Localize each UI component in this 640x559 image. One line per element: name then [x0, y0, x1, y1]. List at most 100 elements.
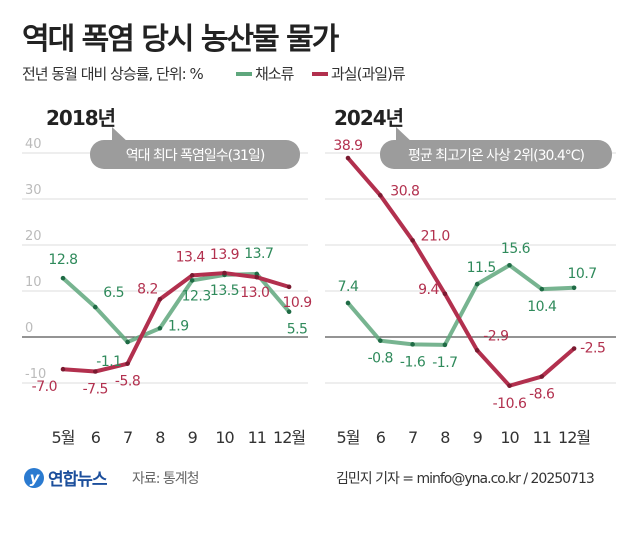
x-tick-label: 11 [533, 428, 551, 447]
data-point [60, 366, 66, 372]
data-point [157, 296, 163, 302]
yonhap-logo: y 연합뉴스 [24, 465, 108, 490]
data-label: 12.3 [182, 288, 211, 304]
y-tick-label: 20 [25, 229, 42, 244]
data-point [378, 338, 383, 343]
data-point [507, 383, 512, 389]
data-label: -7.0 [32, 379, 57, 395]
data-point [93, 369, 98, 374]
data-point [345, 155, 351, 161]
data-point [474, 348, 480, 353]
x-tick-label: 5월 [337, 428, 360, 447]
series-line-fruits [62, 271, 290, 374]
x-tick-label: 6 [376, 428, 386, 447]
data-point [157, 325, 163, 331]
x-tick-label: 12월 [273, 428, 305, 447]
data-label: 6.5 [103, 285, 124, 301]
data-label: 13.7 [244, 246, 273, 262]
data-label: -7.5 [83, 382, 108, 398]
data-label: 13.4 [176, 249, 206, 265]
source: 자료: 통계청 [132, 471, 200, 487]
data-label: 10.9 [283, 295, 312, 311]
data-label: 10.4 [527, 299, 557, 315]
legend-swatch-red [312, 71, 328, 76]
x-tick-label: 12월 [558, 428, 590, 447]
line-charts: 40 30 20 10 0 -10 5월 6 7 8 9 10 11 12월 역대 최다 폭염일수(31일)… [22, 127, 616, 447]
data-label: -2.5 [580, 341, 605, 357]
data-label: 13.0 [240, 285, 269, 301]
data-point [189, 273, 195, 278]
chart-title-2024: 2024년 [334, 106, 404, 130]
logo-text: 연합뉴스 [48, 470, 108, 490]
series-line-fruits [346, 156, 576, 388]
data-label: 38.9 [333, 138, 362, 154]
data-label: -2.9 [483, 328, 508, 344]
x-tick-label: 11 [248, 428, 266, 447]
series-line-vegetables [346, 263, 575, 347]
logo-icon: y [24, 467, 44, 488]
data-point [410, 342, 415, 347]
data-label: 12.8 [48, 252, 77, 268]
data-label: -8.6 [529, 387, 555, 403]
data-point [474, 281, 480, 287]
data-label: 21.0 [421, 228, 450, 244]
data-label: -1.7 [432, 355, 457, 371]
data-point [539, 374, 545, 379]
series-line-vegetables [61, 271, 291, 345]
data-point [571, 285, 577, 291]
x-tick-label: 10 [500, 428, 519, 447]
legend-swatch-green [236, 71, 252, 76]
x-tick-label: 5월 [52, 428, 75, 447]
x-tick-label: 6 [91, 428, 101, 447]
data-point [125, 361, 130, 366]
chart-title-2018: 2018년 [46, 106, 116, 130]
data-point [254, 271, 260, 277]
data-label: 9.4 [418, 282, 439, 298]
x-tick-label: 9 [473, 428, 483, 447]
x-tick-label: 8 [155, 428, 165, 447]
x-tick-label: 7 [408, 428, 417, 447]
data-label: -1.1 [96, 354, 121, 370]
data-label: 11.5 [467, 260, 496, 276]
x-tick-label: 8 [440, 428, 450, 447]
callout-pointer [396, 127, 414, 144]
data-label: 13.5 [210, 283, 239, 299]
callout-bubble [380, 140, 612, 169]
data-label: 10.7 [568, 266, 597, 282]
y-tick-label: 30 [25, 183, 42, 198]
legend-fruits: 과실(과일)류 [312, 63, 406, 84]
data-point [539, 286, 545, 292]
data-label: 7.4 [338, 279, 359, 295]
callout-text: 역대 최다 폭염일수(31일) [126, 148, 265, 164]
data-label: 15.6 [501, 241, 531, 257]
data-label: 8.2 [137, 281, 158, 297]
data-label: 5.5 [287, 322, 308, 338]
page-title: 역대 폭염 당시 농산물 물가 [22, 22, 339, 57]
data-point [60, 275, 66, 281]
data-label: -5.8 [115, 374, 140, 390]
x-tick-label: 10 [215, 428, 234, 447]
data-point [345, 300, 351, 306]
data-label: -1.6 [400, 354, 426, 370]
data-label: -10.6 [493, 396, 527, 412]
callout-text: 평균 최고기온 사상 2위(30.4°C) [408, 148, 585, 164]
data-label: 13.9 [210, 247, 239, 263]
y-tick-label: 10 [25, 275, 42, 290]
data-point [286, 309, 292, 315]
legend-label: 과실(과일)류 [331, 65, 406, 83]
data-point [442, 342, 448, 348]
data-point [442, 291, 448, 297]
data-label: 30.8 [390, 183, 419, 199]
data-point [571, 346, 577, 351]
data-point [93, 304, 98, 310]
data-point [254, 274, 260, 280]
data-point [507, 262, 512, 268]
subtitle: 전년 동월 대비 상승률, 단위: % [22, 65, 204, 83]
callout-pointer [112, 127, 130, 144]
data-label: -0.8 [368, 351, 393, 367]
y-tick-label: -10 [25, 367, 46, 382]
data-point [125, 339, 130, 345]
data-label: 1.9 [168, 318, 189, 334]
data-point [189, 278, 195, 283]
